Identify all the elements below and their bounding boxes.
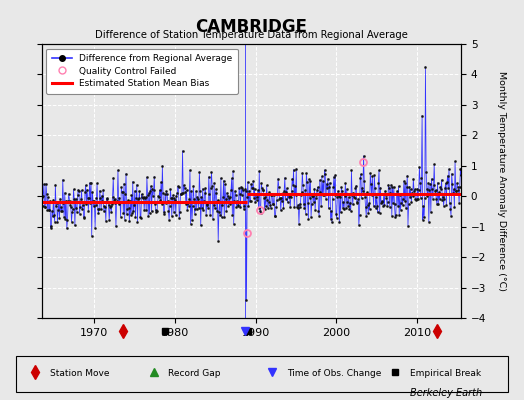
- Y-axis label: Monthly Temperature Anomaly Difference (°C): Monthly Temperature Anomaly Difference (…: [497, 71, 506, 291]
- Text: Empirical Break: Empirical Break: [410, 369, 481, 378]
- Text: CAMBRIDGE: CAMBRIDGE: [195, 18, 308, 36]
- Text: Station Move: Station Move: [50, 369, 110, 378]
- Text: Record Gap: Record Gap: [168, 369, 221, 378]
- Text: Difference of Station Temperature Data from Regional Average: Difference of Station Temperature Data f…: [95, 30, 408, 40]
- Text: Berkeley Earth: Berkeley Earth: [410, 388, 482, 398]
- Legend: Difference from Regional Average, Quality Control Failed, Estimated Station Mean: Difference from Regional Average, Qualit…: [47, 48, 237, 94]
- Text: Time of Obs. Change: Time of Obs. Change: [287, 369, 381, 378]
